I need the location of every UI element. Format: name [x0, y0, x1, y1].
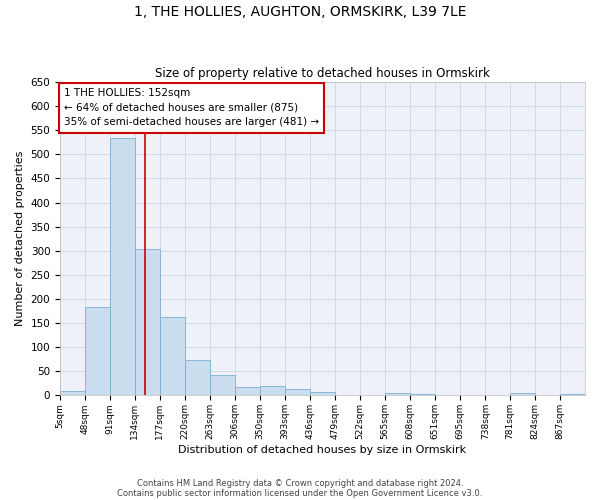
Y-axis label: Number of detached properties: Number of detached properties: [15, 151, 25, 326]
Bar: [160, 317, 185, 396]
Bar: [385, 393, 410, 396]
Bar: [260, 386, 285, 396]
Bar: [510, 393, 535, 396]
Text: 1, THE HOLLIES, AUGHTON, ORMSKIRK, L39 7LE: 1, THE HOLLIES, AUGHTON, ORMSKIRK, L39 7…: [134, 5, 466, 19]
Bar: [235, 387, 260, 396]
Bar: [310, 392, 335, 396]
Bar: [410, 394, 435, 396]
Bar: [185, 360, 209, 396]
Bar: [135, 250, 160, 396]
Bar: [110, 138, 135, 396]
Bar: [209, 375, 235, 396]
Text: 1 THE HOLLIES: 152sqm
← 64% of detached houses are smaller (875)
35% of semi-det: 1 THE HOLLIES: 152sqm ← 64% of detached …: [64, 88, 319, 128]
Text: Contains HM Land Registry data © Crown copyright and database right 2024.: Contains HM Land Registry data © Crown c…: [137, 478, 463, 488]
Bar: [560, 394, 585, 396]
Bar: [60, 390, 85, 396]
Title: Size of property relative to detached houses in Ormskirk: Size of property relative to detached ho…: [155, 66, 490, 80]
X-axis label: Distribution of detached houses by size in Ormskirk: Distribution of detached houses by size …: [178, 445, 467, 455]
Bar: [85, 307, 110, 396]
Bar: [285, 388, 310, 396]
Text: Contains public sector information licensed under the Open Government Licence v3: Contains public sector information licen…: [118, 488, 482, 498]
